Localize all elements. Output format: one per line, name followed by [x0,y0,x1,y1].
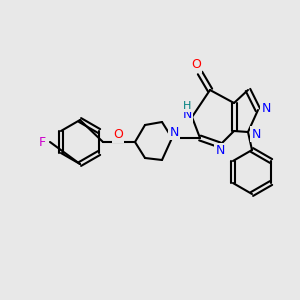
Text: N: N [169,125,179,139]
Text: O: O [113,128,123,142]
Text: N: N [251,128,261,140]
Text: N: N [261,101,271,115]
Text: F: F [38,136,46,148]
Text: O: O [191,58,201,71]
Text: N: N [215,145,225,158]
Text: N: N [182,109,192,122]
Text: H: H [183,101,191,111]
